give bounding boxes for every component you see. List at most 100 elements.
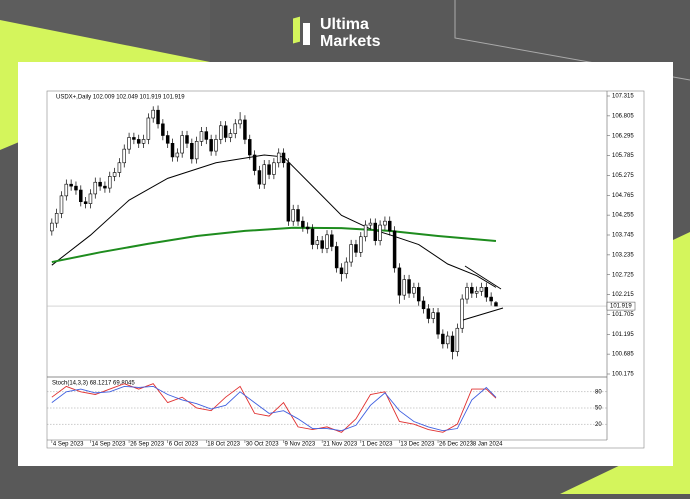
candle-body <box>79 189 83 203</box>
y-tick-label: 105.275 <box>612 173 634 179</box>
candle-body <box>88 193 93 204</box>
candle-body <box>190 143 194 160</box>
candle-body <box>363 224 368 238</box>
candle-body <box>262 164 266 185</box>
triangle-line <box>464 265 502 290</box>
x-tick-label: 4 Sep 2023 <box>53 442 84 448</box>
candle-body <box>407 279 411 294</box>
bg-accent <box>560 232 690 494</box>
candle-body <box>291 209 295 222</box>
price-tag-label: 101.919 <box>610 304 632 310</box>
candle-body <box>223 125 228 138</box>
stoch-line <box>51 383 497 433</box>
candle-body <box>339 267 344 275</box>
candle-body <box>392 230 397 269</box>
brand: Ultima <box>320 16 369 33</box>
candle-body <box>436 312 440 335</box>
candle-body <box>310 228 315 245</box>
candle-body <box>122 148 126 164</box>
x-tick-label: 26 Dec 2023 <box>439 442 474 448</box>
candle-body <box>373 222 378 241</box>
candle-body <box>305 226 310 230</box>
candle-body <box>59 195 64 214</box>
candle-body <box>489 296 493 302</box>
candle-body <box>103 185 107 189</box>
brand: Markets <box>320 33 381 50</box>
logo-mark <box>303 23 310 45</box>
triangle-line <box>462 307 504 321</box>
candle-body <box>426 308 431 319</box>
candle-body <box>233 123 238 134</box>
y-tick-label: 107.315 <box>612 94 634 100</box>
moving-average <box>51 226 497 264</box>
candle-body <box>219 125 223 140</box>
candle-body <box>450 335 455 352</box>
candle-body <box>445 335 450 345</box>
candle-body <box>474 290 479 294</box>
y-tick-label: 20 <box>595 422 602 428</box>
candle-body <box>93 181 98 195</box>
candle-body <box>383 220 387 226</box>
candle-body <box>64 183 69 197</box>
candle-body <box>74 185 78 191</box>
candle-body <box>98 181 102 187</box>
x-tick-label: 18 Oct 2023 <box>207 442 240 448</box>
x-tick-label: 30 Oct 2023 <box>246 442 279 448</box>
x-tick-label: 21 Nov 2023 <box>323 442 358 448</box>
candle-body <box>185 135 189 144</box>
candle-body <box>214 139 218 152</box>
candle-body <box>315 240 320 245</box>
candle-body <box>344 261 349 275</box>
candle-body <box>325 234 329 249</box>
candle-body <box>238 119 242 125</box>
candle-body <box>165 135 170 144</box>
y-tick-label: 100.685 <box>612 352 634 358</box>
candle-body <box>484 287 489 298</box>
candle-body <box>175 152 180 158</box>
candle-body <box>465 287 469 300</box>
candle-body <box>117 162 122 173</box>
candle-body <box>441 333 445 345</box>
candle-body <box>397 267 402 296</box>
chart-frame <box>46 90 645 449</box>
candle-body <box>151 109 155 119</box>
candle-body <box>228 133 233 138</box>
candle-body <box>354 244 358 253</box>
y-tick-label: 104.765 <box>612 193 634 199</box>
candle-body <box>267 164 271 175</box>
candle-body <box>368 222 373 226</box>
candle-body <box>388 220 392 232</box>
candle-body <box>330 234 334 247</box>
y-tick-label: 101.195 <box>612 332 634 338</box>
candle-body <box>132 137 136 140</box>
candle-body <box>349 244 353 263</box>
price-tag <box>606 301 636 311</box>
candle-body <box>156 109 160 125</box>
y-tick-label: 100.175 <box>612 372 634 378</box>
x-tick-label: 14 Sep 2023 <box>91 442 126 448</box>
candle-body <box>455 327 460 352</box>
candle-body <box>108 176 112 189</box>
candle-body <box>431 312 435 319</box>
candle-body <box>272 162 276 175</box>
candle-body <box>281 152 286 164</box>
candle-body <box>83 201 88 204</box>
candle-body <box>112 172 117 177</box>
y-tick-label: 80 <box>595 389 602 395</box>
candle-body <box>243 119 247 140</box>
x-tick-label: 8 Jan 2024 <box>473 442 503 448</box>
candle-body <box>416 287 421 302</box>
candle-body <box>412 287 416 294</box>
y-tick-label: 104.255 <box>612 213 634 219</box>
y-tick-label: 105.785 <box>612 153 634 159</box>
candle-body <box>320 240 324 249</box>
stoch-line <box>51 385 497 432</box>
candle-body <box>50 222 54 232</box>
candle-body <box>286 162 291 222</box>
candle-body <box>204 131 209 140</box>
candle-body <box>470 287 474 294</box>
candle-body <box>146 117 151 140</box>
x-tick-label: 6 Oct 2023 <box>169 442 199 448</box>
candle-body <box>199 131 204 142</box>
